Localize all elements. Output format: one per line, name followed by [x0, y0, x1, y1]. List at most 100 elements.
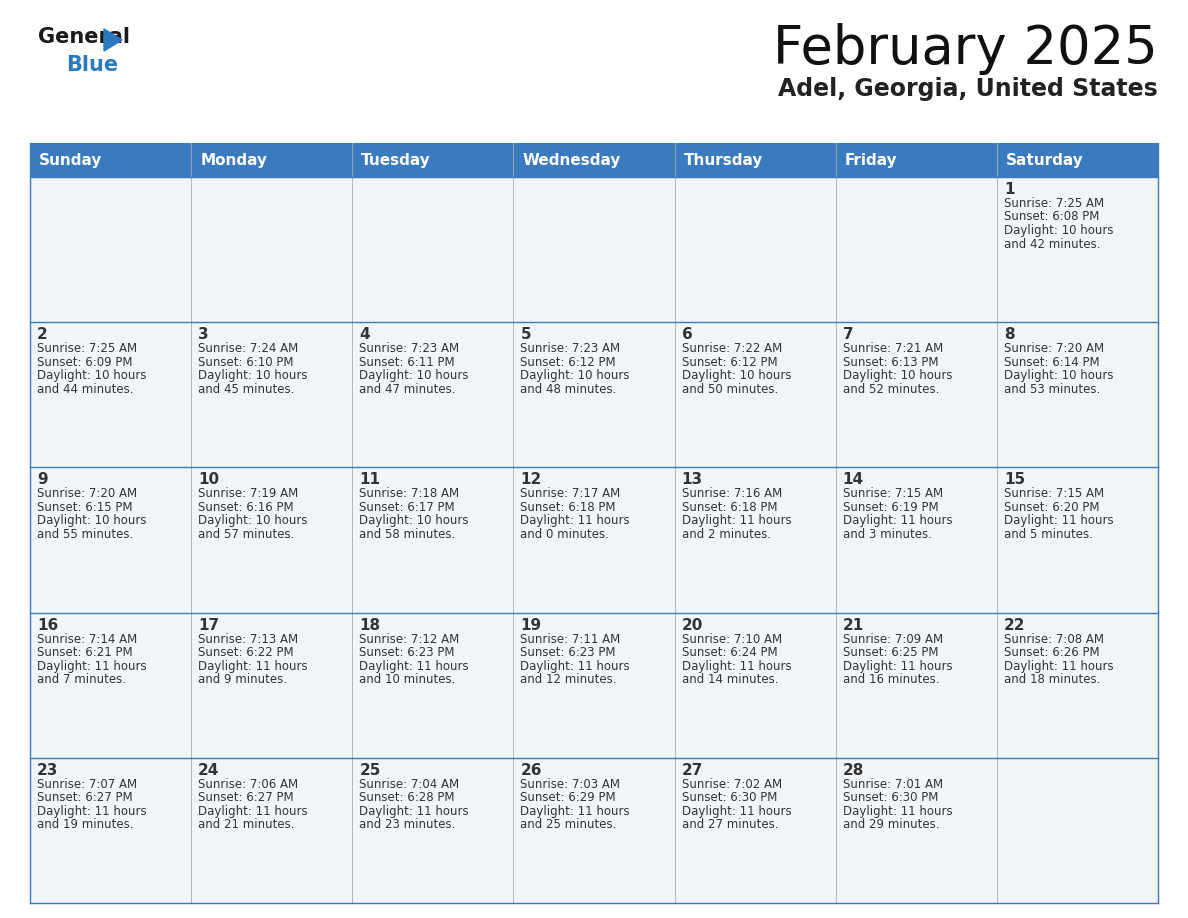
Text: Sunrise: 7:13 AM: Sunrise: 7:13 AM: [198, 633, 298, 645]
Text: Sunrise: 7:12 AM: Sunrise: 7:12 AM: [359, 633, 460, 645]
Text: Friday: Friday: [845, 152, 897, 167]
Text: and 5 minutes.: and 5 minutes.: [1004, 528, 1093, 541]
Text: Sunset: 6:20 PM: Sunset: 6:20 PM: [1004, 501, 1099, 514]
Text: Daylight: 11 hours: Daylight: 11 hours: [842, 660, 953, 673]
Text: Sunrise: 7:07 AM: Sunrise: 7:07 AM: [37, 778, 137, 790]
Text: Sunset: 6:23 PM: Sunset: 6:23 PM: [520, 646, 615, 659]
Text: Sunrise: 7:18 AM: Sunrise: 7:18 AM: [359, 487, 460, 500]
Text: Sunrise: 7:17 AM: Sunrise: 7:17 AM: [520, 487, 620, 500]
Text: Sunrise: 7:25 AM: Sunrise: 7:25 AM: [1004, 197, 1104, 210]
Text: Sunrise: 7:15 AM: Sunrise: 7:15 AM: [842, 487, 943, 500]
Text: Sunset: 6:24 PM: Sunset: 6:24 PM: [682, 646, 777, 659]
Text: 20: 20: [682, 618, 703, 633]
Text: and 50 minutes.: and 50 minutes.: [682, 383, 778, 396]
Text: Daylight: 11 hours: Daylight: 11 hours: [842, 514, 953, 528]
Text: Sunrise: 7:08 AM: Sunrise: 7:08 AM: [1004, 633, 1104, 645]
Text: Wednesday: Wednesday: [523, 152, 621, 167]
Text: February 2025: February 2025: [773, 23, 1158, 75]
Text: Daylight: 10 hours: Daylight: 10 hours: [1004, 369, 1113, 382]
Text: Sunset: 6:22 PM: Sunset: 6:22 PM: [198, 646, 293, 659]
Text: 28: 28: [842, 763, 864, 778]
Text: and 47 minutes.: and 47 minutes.: [359, 383, 456, 396]
Text: Sunset: 6:29 PM: Sunset: 6:29 PM: [520, 791, 617, 804]
Text: Thursday: Thursday: [683, 152, 763, 167]
Bar: [513, 322, 675, 467]
Text: Daylight: 11 hours: Daylight: 11 hours: [520, 514, 630, 528]
Text: Daylight: 10 hours: Daylight: 10 hours: [520, 369, 630, 382]
Text: and 10 minutes.: and 10 minutes.: [359, 673, 456, 686]
Text: Daylight: 11 hours: Daylight: 11 hours: [682, 805, 791, 818]
Text: Sunset: 6:23 PM: Sunset: 6:23 PM: [359, 646, 455, 659]
Bar: [675, 467, 835, 612]
Text: Daylight: 11 hours: Daylight: 11 hours: [682, 660, 791, 673]
Text: Daylight: 11 hours: Daylight: 11 hours: [37, 805, 146, 818]
Text: Adel, Georgia, United States: Adel, Georgia, United States: [778, 77, 1158, 101]
Text: Monday: Monday: [200, 152, 267, 167]
Text: and 18 minutes.: and 18 minutes.: [1004, 673, 1100, 686]
Text: 26: 26: [520, 763, 542, 778]
Text: 11: 11: [359, 473, 380, 487]
Text: Sunday: Sunday: [39, 152, 102, 167]
Text: Sunset: 6:11 PM: Sunset: 6:11 PM: [359, 355, 455, 369]
Bar: [30, 467, 191, 612]
Bar: [997, 467, 1158, 612]
Text: Sunset: 6:16 PM: Sunset: 6:16 PM: [198, 501, 293, 514]
Text: Daylight: 11 hours: Daylight: 11 hours: [520, 660, 630, 673]
Text: Sunset: 6:30 PM: Sunset: 6:30 PM: [842, 791, 939, 804]
Text: Daylight: 11 hours: Daylight: 11 hours: [198, 805, 308, 818]
Text: Sunset: 6:10 PM: Sunset: 6:10 PM: [198, 355, 293, 369]
Text: Sunrise: 7:24 AM: Sunrise: 7:24 AM: [198, 342, 298, 355]
Text: Sunrise: 7:03 AM: Sunrise: 7:03 AM: [520, 778, 620, 790]
Bar: [191, 143, 353, 177]
Text: Sunrise: 7:06 AM: Sunrise: 7:06 AM: [198, 778, 298, 790]
Text: 13: 13: [682, 473, 702, 487]
Bar: [353, 612, 513, 757]
Text: and 21 minutes.: and 21 minutes.: [198, 818, 295, 832]
Text: and 45 minutes.: and 45 minutes.: [198, 383, 295, 396]
Text: and 7 minutes.: and 7 minutes.: [37, 673, 126, 686]
Text: and 57 minutes.: and 57 minutes.: [198, 528, 295, 541]
Bar: [997, 757, 1158, 903]
Text: Daylight: 11 hours: Daylight: 11 hours: [1004, 660, 1113, 673]
Bar: [30, 143, 191, 177]
Bar: [675, 612, 835, 757]
Text: and 2 minutes.: and 2 minutes.: [682, 528, 771, 541]
Text: Sunrise: 7:04 AM: Sunrise: 7:04 AM: [359, 778, 460, 790]
Text: Sunrise: 7:19 AM: Sunrise: 7:19 AM: [198, 487, 298, 500]
Text: Sunset: 6:15 PM: Sunset: 6:15 PM: [37, 501, 133, 514]
Text: 27: 27: [682, 763, 703, 778]
Bar: [513, 177, 675, 322]
Text: Daylight: 11 hours: Daylight: 11 hours: [1004, 514, 1113, 528]
Text: and 3 minutes.: and 3 minutes.: [842, 528, 931, 541]
Text: Blue: Blue: [67, 55, 118, 75]
Text: Sunset: 6:12 PM: Sunset: 6:12 PM: [682, 355, 777, 369]
Text: and 48 minutes.: and 48 minutes.: [520, 383, 617, 396]
Text: and 53 minutes.: and 53 minutes.: [1004, 383, 1100, 396]
Text: Sunrise: 7:15 AM: Sunrise: 7:15 AM: [1004, 487, 1104, 500]
Text: Sunrise: 7:22 AM: Sunrise: 7:22 AM: [682, 342, 782, 355]
Bar: [191, 467, 353, 612]
Bar: [513, 612, 675, 757]
Text: Sunset: 6:18 PM: Sunset: 6:18 PM: [682, 501, 777, 514]
Bar: [997, 612, 1158, 757]
Text: Daylight: 10 hours: Daylight: 10 hours: [198, 514, 308, 528]
Text: Daylight: 10 hours: Daylight: 10 hours: [1004, 224, 1113, 237]
Text: Daylight: 11 hours: Daylight: 11 hours: [359, 805, 469, 818]
Text: Daylight: 11 hours: Daylight: 11 hours: [37, 660, 146, 673]
Bar: [835, 757, 997, 903]
Text: 21: 21: [842, 618, 864, 633]
Text: 10: 10: [198, 473, 220, 487]
Bar: [191, 757, 353, 903]
Text: Daylight: 11 hours: Daylight: 11 hours: [682, 514, 791, 528]
Text: and 14 minutes.: and 14 minutes.: [682, 673, 778, 686]
Text: Sunrise: 7:02 AM: Sunrise: 7:02 AM: [682, 778, 782, 790]
Text: and 27 minutes.: and 27 minutes.: [682, 818, 778, 832]
Text: 19: 19: [520, 618, 542, 633]
Text: Sunset: 6:17 PM: Sunset: 6:17 PM: [359, 501, 455, 514]
Text: 7: 7: [842, 327, 853, 342]
Text: Daylight: 10 hours: Daylight: 10 hours: [198, 369, 308, 382]
Text: 4: 4: [359, 327, 369, 342]
Text: 22: 22: [1004, 618, 1025, 633]
Text: Sunset: 6:18 PM: Sunset: 6:18 PM: [520, 501, 615, 514]
Text: 25: 25: [359, 763, 380, 778]
